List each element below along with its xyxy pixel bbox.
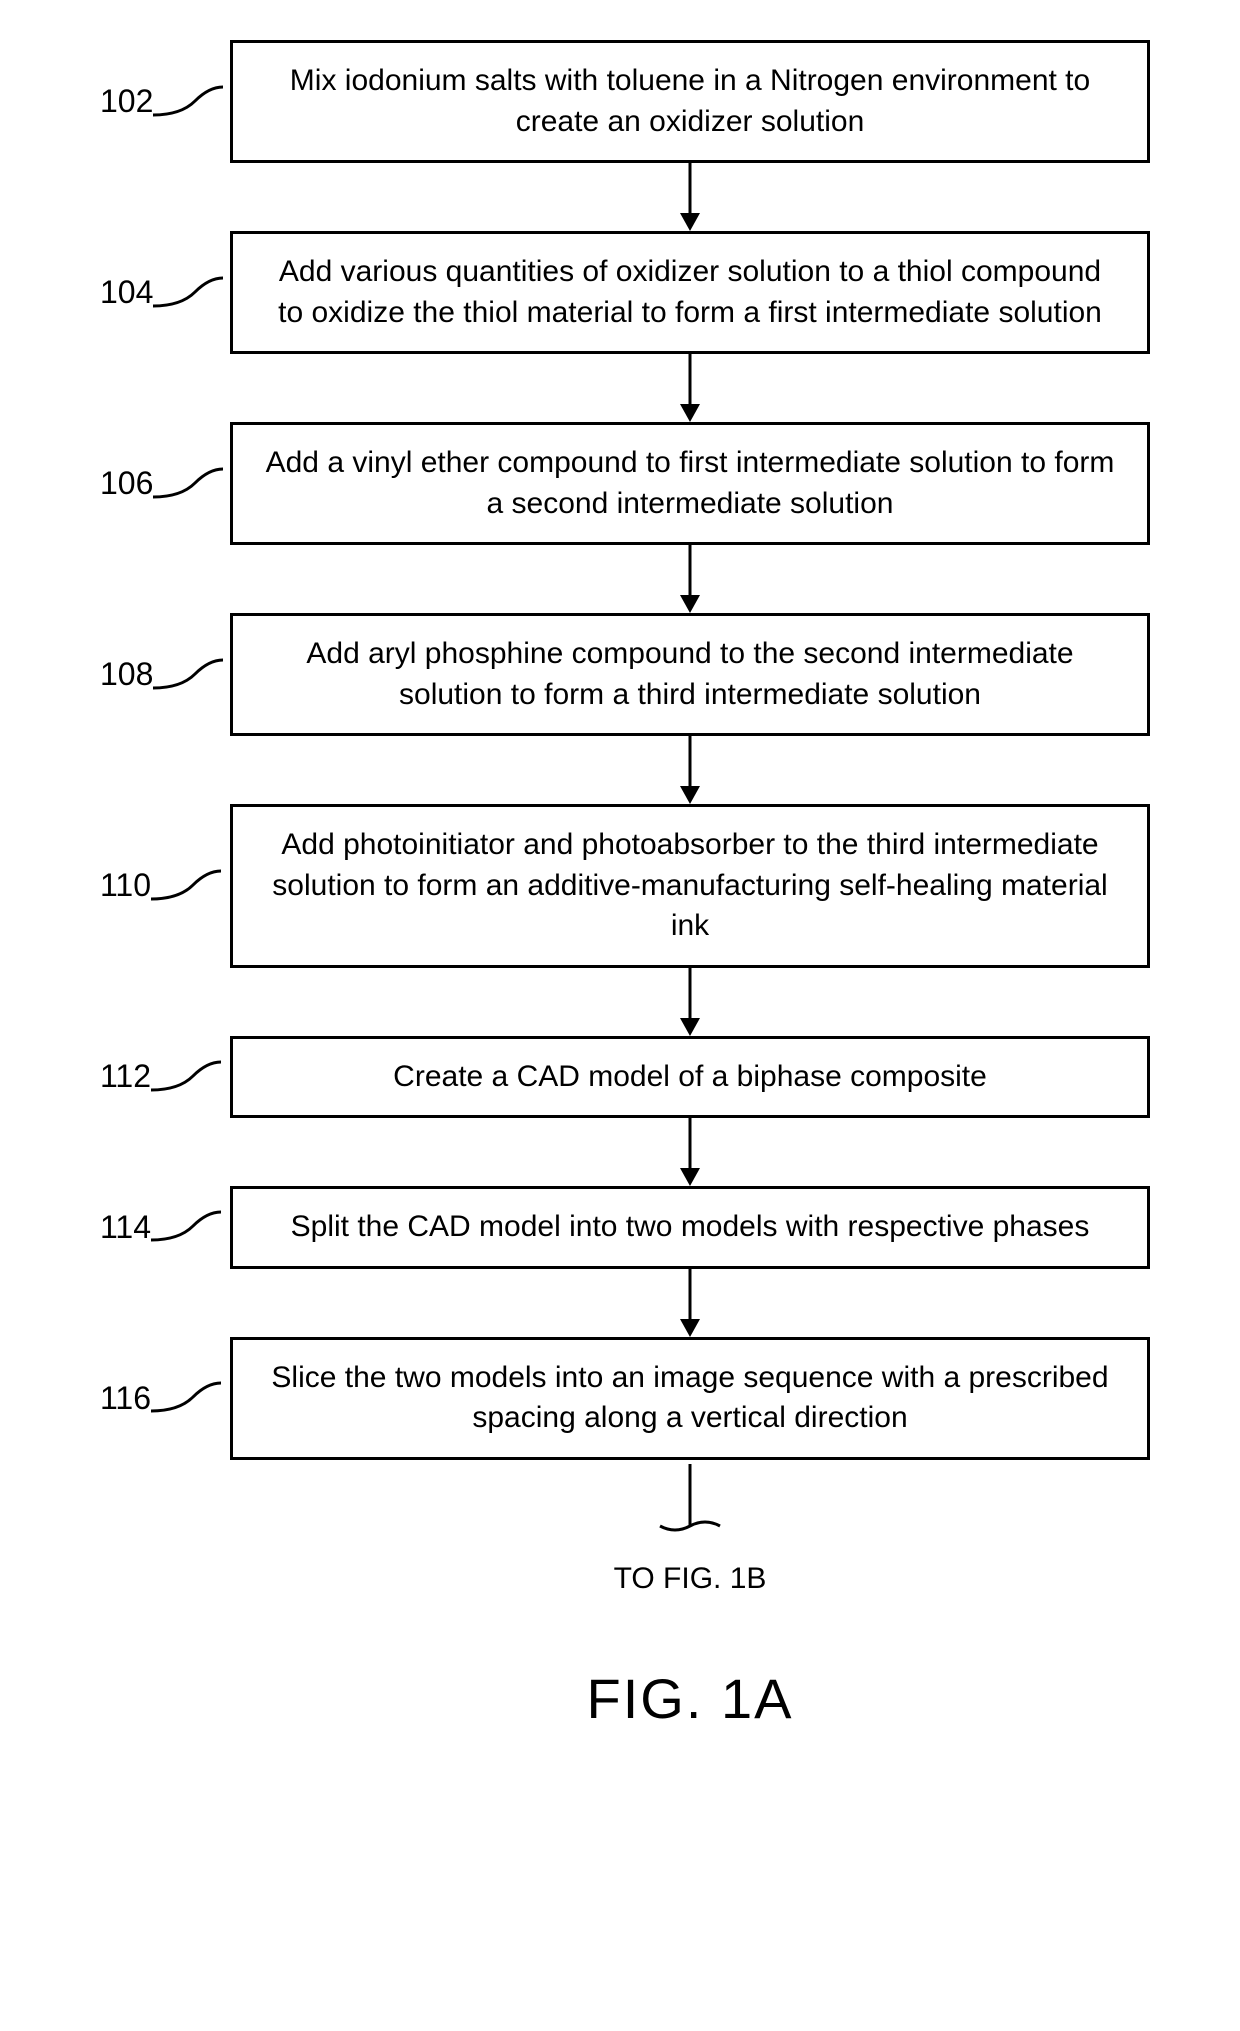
step-row: 104 Add various quantities of oxidizer so… [90, 231, 1150, 354]
arrow-container [90, 545, 1150, 613]
step-row: 114 Split the CAD model into two models w… [90, 1186, 1150, 1269]
connector-curve-icon [151, 861, 221, 911]
down-arrow-icon [230, 736, 1150, 804]
connector-curve-icon [153, 459, 223, 509]
connector-curve-icon [153, 77, 223, 127]
step-box: Mix iodonium salts with toluene in a Nit… [230, 40, 1150, 163]
connector-curve-icon [153, 650, 223, 700]
down-arrow-icon [230, 354, 1150, 422]
step-label: 104 [100, 274, 153, 311]
step-row: 108 Add aryl phosphine compound to the se… [90, 613, 1150, 736]
step-label: 112 [100, 1058, 151, 1095]
step-row: 110 Add photoinitiator and photoabsorber … [90, 804, 1150, 968]
step-label-container: 112 [90, 1052, 230, 1102]
step-label: 116 [100, 1380, 151, 1417]
arrow-container [90, 736, 1150, 804]
arrow-container [90, 968, 1150, 1036]
arrow-container [90, 163, 1150, 231]
step-box: Split the CAD model into two models with… [230, 1186, 1150, 1269]
step-row: 102 Mix iodonium salts with toluene in a … [90, 40, 1150, 163]
step-label: 110 [100, 867, 151, 904]
down-arrow-icon [230, 968, 1150, 1036]
down-arrow-icon [230, 163, 1150, 231]
step-label-container: 102 [90, 77, 230, 127]
step-label: 114 [100, 1209, 151, 1246]
arrow-container [90, 354, 1150, 422]
step-label-container: 114 [90, 1202, 230, 1252]
connector-curve-icon [151, 1202, 221, 1252]
step-box: Add a vinyl ether compound to first inte… [230, 422, 1150, 545]
step-box: Create a CAD model of a biphase composit… [230, 1036, 1150, 1119]
connector-curve-icon [151, 1373, 221, 1423]
arrow-container [90, 1269, 1150, 1337]
step-row: 116 Slice the two models into an image se… [90, 1337, 1150, 1460]
step-row: 106 Add a vinyl ether compound to first i… [90, 422, 1150, 545]
step-box: Slice the two models into an image seque… [230, 1337, 1150, 1460]
continuation-line-icon [230, 1464, 1150, 1554]
step-label-container: 106 [90, 459, 230, 509]
down-arrow-icon [230, 1269, 1150, 1337]
step-box: Add photoinitiator and photoabsorber to … [230, 804, 1150, 968]
step-label: 108 [100, 656, 153, 693]
step-label: 106 [100, 465, 153, 502]
step-label: 102 [100, 83, 153, 120]
step-box: Add various quantities of oxidizer solut… [230, 231, 1150, 354]
down-arrow-icon [230, 545, 1150, 613]
arrow-container [90, 1118, 1150, 1186]
step-label-container: 110 [90, 861, 230, 911]
step-label-container: 108 [90, 650, 230, 700]
connector-curve-icon [151, 1052, 221, 1102]
step-box: Add aryl phosphine compound to the secon… [230, 613, 1150, 736]
figure-label: FIG. 1A [60, 1666, 1180, 1731]
step-row: 112 Create a CAD model of a biphase compo… [90, 1036, 1150, 1119]
flowchart-container: 102 Mix iodonium salts with toluene in a … [60, 40, 1180, 1731]
connector-curve-icon [153, 268, 223, 318]
step-label-container: 104 [90, 268, 230, 318]
continuation-marker: TO FIG. 1B [60, 1464, 1180, 1596]
continuation-text: TO FIG. 1B [614, 1562, 767, 1596]
down-arrow-icon [230, 1118, 1150, 1186]
step-label-container: 116 [90, 1373, 230, 1423]
